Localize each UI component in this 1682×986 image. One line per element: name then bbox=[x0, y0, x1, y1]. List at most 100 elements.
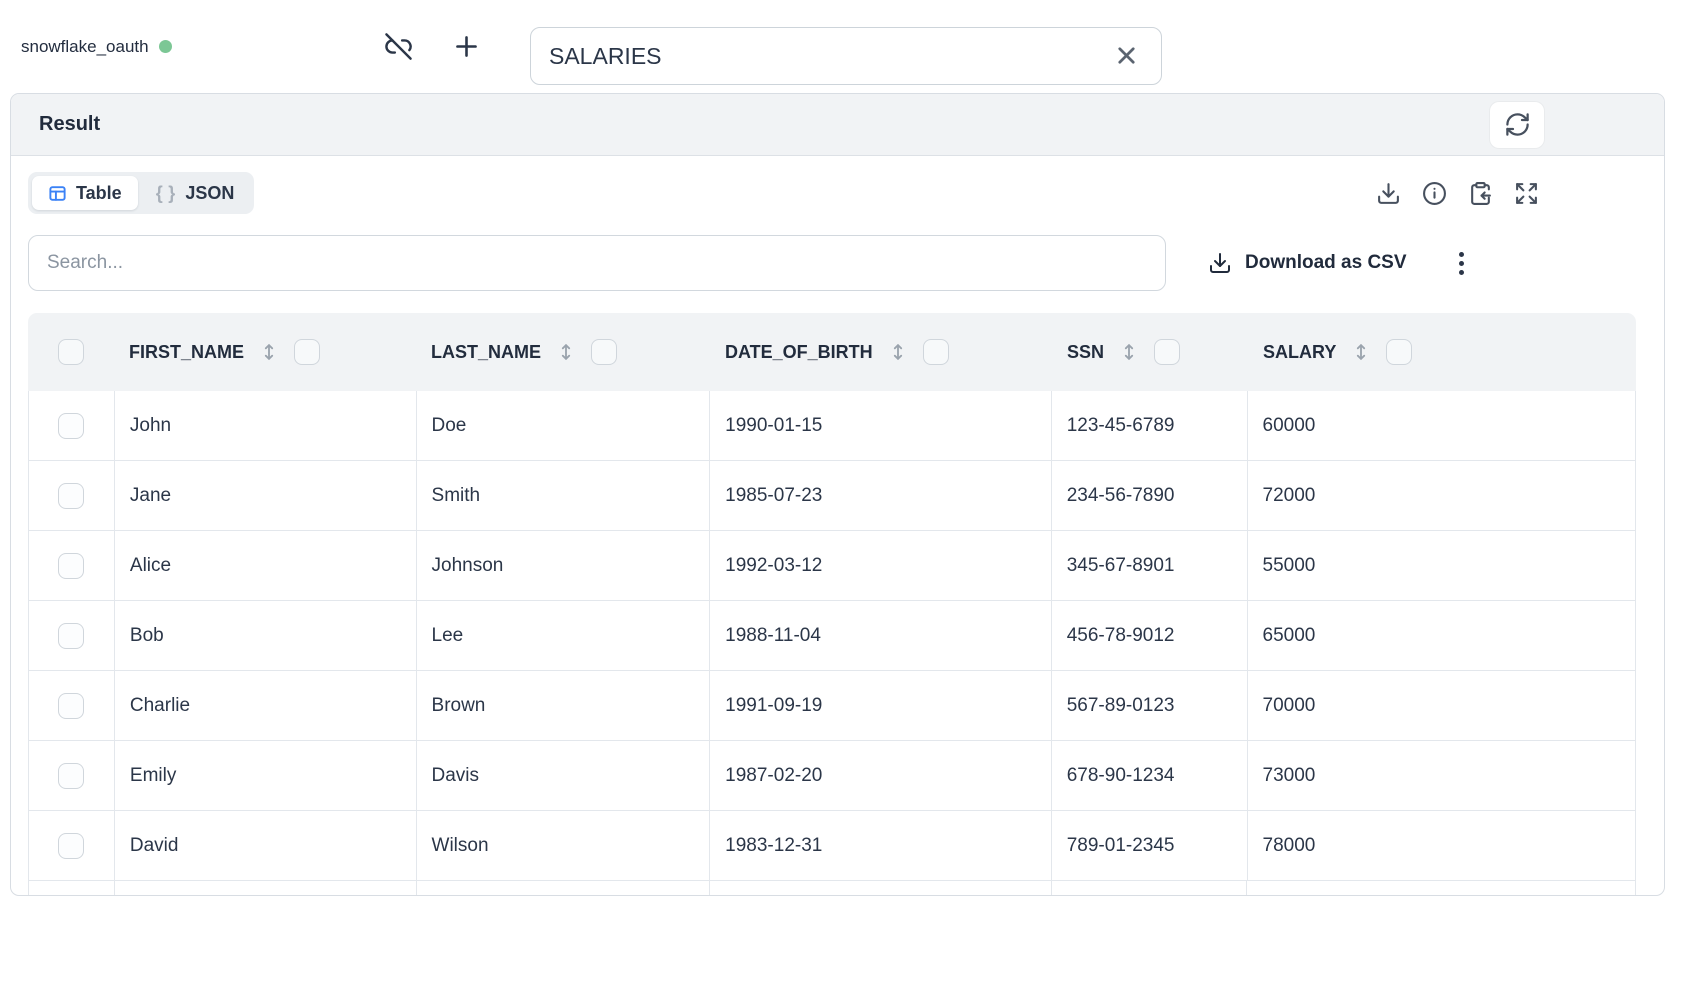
cell-date-of-birth: 1992-03-12 bbox=[710, 531, 1052, 600]
row-select-cell bbox=[29, 531, 115, 600]
search-input[interactable] bbox=[28, 235, 1166, 291]
braces-icon: { } bbox=[155, 182, 177, 203]
top-bar: snowflake_oauth bbox=[0, 0, 1682, 93]
connection-name: snowflake_oauth bbox=[21, 36, 149, 56]
add-button[interactable] bbox=[451, 0, 482, 93]
cell-date-of-birth: 1985-07-23 bbox=[710, 461, 1052, 530]
result-table-body: John Doe 1990-01-15 123-45-6789 60000 Jane Smi… bbox=[28, 391, 1636, 895]
column-label: LAST_NAME bbox=[431, 341, 542, 362]
refresh-button[interactable] bbox=[1490, 101, 1544, 148]
x-icon[interactable] bbox=[1113, 42, 1140, 69]
column-checkbox[interactable] bbox=[922, 339, 949, 365]
table-row: John Doe 1990-01-15 123-45-6789 60000 bbox=[29, 391, 1635, 461]
download-csv-button[interactable]: Download as CSV bbox=[1208, 251, 1407, 275]
column-label: SSN bbox=[1067, 341, 1105, 362]
info-button[interactable] bbox=[1422, 181, 1447, 206]
sort-icon[interactable] bbox=[887, 341, 909, 363]
search-row: Download as CSV bbox=[28, 235, 1634, 291]
column-checkbox[interactable] bbox=[591, 339, 618, 365]
cell-salary: 78000 bbox=[1262, 834, 1316, 856]
table-row-partial bbox=[29, 881, 1635, 895]
tab-json[interactable]: { } JSON bbox=[140, 176, 251, 210]
cell-ssn: 234-56-7890 bbox=[1052, 461, 1248, 530]
column-checkbox[interactable] bbox=[1386, 339, 1413, 365]
result-toolbar: Table { } JSON bbox=[28, 172, 1634, 214]
plus-icon bbox=[451, 31, 482, 62]
cell-ssn: 678-90-1234 bbox=[1052, 741, 1248, 810]
cell-first-name: Jane bbox=[115, 461, 417, 530]
row-checkbox[interactable] bbox=[58, 552, 85, 579]
tab-table[interactable]: Table bbox=[32, 176, 138, 210]
sort-icon[interactable] bbox=[1350, 341, 1372, 363]
cell-salary: 73000 bbox=[1262, 764, 1316, 786]
row-checkbox[interactable] bbox=[58, 832, 85, 859]
column-header-ssn: SSN bbox=[1052, 313, 1248, 391]
cell-date-of-birth: 1983-12-31 bbox=[710, 811, 1052, 880]
sort-icon[interactable] bbox=[555, 341, 577, 363]
column-header-first-name: FIRST_NAME bbox=[114, 313, 416, 391]
table-row: Emily Davis 1987-02-20 678-90-1234 73000 bbox=[29, 741, 1635, 811]
refresh-icon bbox=[1504, 111, 1531, 138]
result-header-band: Result bbox=[11, 94, 1664, 156]
sort-icon[interactable] bbox=[258, 341, 280, 363]
row-select-cell bbox=[29, 671, 115, 740]
result-table-header: FIRST_NAME LAST_NAME DATE_OF_BIRTH SSN SALAR… bbox=[28, 313, 1636, 391]
cell-salary: 65000 bbox=[1262, 624, 1316, 646]
tab-table-label: Table bbox=[76, 182, 122, 203]
column-checkbox[interactable] bbox=[294, 339, 321, 365]
row-checkbox[interactable] bbox=[58, 692, 85, 719]
row-select-cell bbox=[29, 391, 115, 460]
cell-first-name: John bbox=[115, 391, 417, 460]
cell-last-name: Lee bbox=[417, 601, 711, 670]
unlink-icon bbox=[384, 32, 413, 61]
cell-last-name: Smith bbox=[417, 461, 711, 530]
unlink-button[interactable] bbox=[384, 0, 413, 93]
cell-last-name: Brown bbox=[417, 671, 711, 740]
tab-json-label: JSON bbox=[185, 182, 235, 203]
download-button[interactable] bbox=[1376, 181, 1401, 206]
more-options-button[interactable] bbox=[1455, 248, 1468, 279]
cell-first-name: David bbox=[115, 811, 417, 880]
connection-indicator[interactable]: snowflake_oauth bbox=[21, 0, 172, 93]
cell-salary: 60000 bbox=[1262, 414, 1316, 436]
sort-icon[interactable] bbox=[1118, 341, 1140, 363]
expand-button[interactable] bbox=[1514, 181, 1539, 206]
kebab-icon bbox=[1458, 251, 1464, 257]
row-select-cell bbox=[29, 461, 115, 530]
table-row: Alice Johnson 1992-03-12 345-67-8901 55000 bbox=[29, 531, 1635, 601]
download-icon bbox=[1376, 181, 1401, 206]
column-label: SALARY bbox=[1263, 341, 1337, 362]
cell-first-name: Charlie bbox=[115, 671, 417, 740]
cell-salary: 70000 bbox=[1262, 694, 1316, 716]
table-icon bbox=[48, 184, 67, 203]
cell-ssn: 345-67-8901 bbox=[1052, 531, 1248, 600]
row-select-cell bbox=[29, 601, 115, 670]
cell-last-name: Davis bbox=[417, 741, 711, 810]
row-checkbox[interactable] bbox=[58, 762, 85, 789]
row-checkbox[interactable] bbox=[58, 412, 85, 439]
cell-last-name: Doe bbox=[417, 391, 711, 460]
select-all-checkbox[interactable] bbox=[58, 339, 84, 365]
row-checkbox[interactable] bbox=[58, 622, 85, 649]
column-header-salary: SALARY bbox=[1248, 313, 1636, 391]
cell-date-of-birth: 1990-01-15 bbox=[710, 391, 1052, 460]
cell-ssn: 567-89-0123 bbox=[1052, 671, 1248, 740]
row-select-cell bbox=[29, 811, 115, 880]
column-label: DATE_OF_BIRTH bbox=[725, 341, 873, 362]
cell-date-of-birth: 1988-11-04 bbox=[710, 601, 1052, 670]
column-checkbox[interactable] bbox=[1154, 339, 1181, 365]
copy-to-clipboard-button[interactable] bbox=[1468, 181, 1493, 206]
clipboard-paste-icon bbox=[1468, 181, 1493, 206]
result-table: FIRST_NAME LAST_NAME DATE_OF_BIRTH SSN SALAR… bbox=[28, 313, 1636, 895]
panel-title: Result bbox=[39, 113, 101, 135]
result-action-icons bbox=[1376, 181, 1539, 206]
cell-date-of-birth: 1991-09-19 bbox=[710, 671, 1052, 740]
table-name-input[interactable] bbox=[530, 27, 1162, 85]
column-header-date-of-birth: DATE_OF_BIRTH bbox=[710, 313, 1052, 391]
table-row: Charlie Brown 1991-09-19 567-89-0123 70000 bbox=[29, 671, 1635, 741]
cell-first-name: Emily bbox=[115, 741, 417, 810]
cell-first-name: Alice bbox=[115, 531, 417, 600]
connection-status-dot bbox=[158, 40, 172, 53]
row-checkbox[interactable] bbox=[58, 482, 85, 509]
table-row: David Wilson 1983-12-31 789-01-2345 78000 bbox=[29, 811, 1635, 881]
